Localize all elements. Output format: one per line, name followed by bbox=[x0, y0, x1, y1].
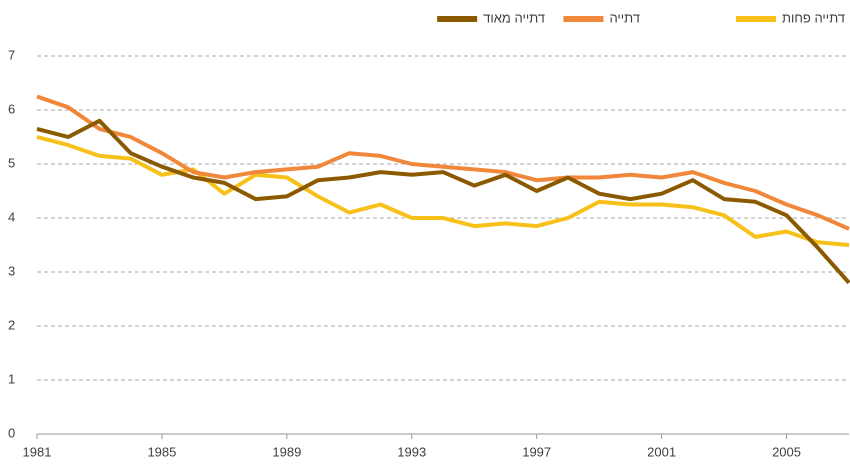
y-tick-label: 2 bbox=[8, 317, 15, 332]
series-line bbox=[36, 135, 850, 247]
x-tick-label: 1993 bbox=[397, 444, 426, 459]
x-tick-label: 1989 bbox=[272, 444, 301, 459]
y-tick-label: 7 bbox=[8, 47, 15, 62]
x-tick-label: 1985 bbox=[147, 444, 176, 459]
x-tick-label: 2005 bbox=[772, 444, 801, 459]
legend-label: דתייה פחות bbox=[782, 10, 845, 25]
y-tick-label: 0 bbox=[8, 425, 15, 440]
legend-swatch bbox=[563, 16, 604, 22]
y-tick-label: 6 bbox=[8, 101, 15, 116]
legend-swatch bbox=[736, 16, 776, 22]
legend-swatch bbox=[437, 16, 478, 22]
legend-label: דתייה bbox=[609, 10, 640, 25]
y-tick-label: 5 bbox=[8, 155, 15, 170]
legend-label: דתייה מאוד bbox=[483, 10, 545, 25]
x-tick-label: 2001 bbox=[647, 444, 676, 459]
y-tick-label: 1 bbox=[8, 371, 15, 386]
y-tick-label: 4 bbox=[8, 209, 15, 224]
x-tick-label: 1997 bbox=[522, 444, 551, 459]
series-line bbox=[36, 118, 850, 285]
x-tick-label: 1981 bbox=[23, 444, 52, 459]
series-line bbox=[36, 94, 850, 231]
y-tick-label: 3 bbox=[8, 263, 15, 278]
